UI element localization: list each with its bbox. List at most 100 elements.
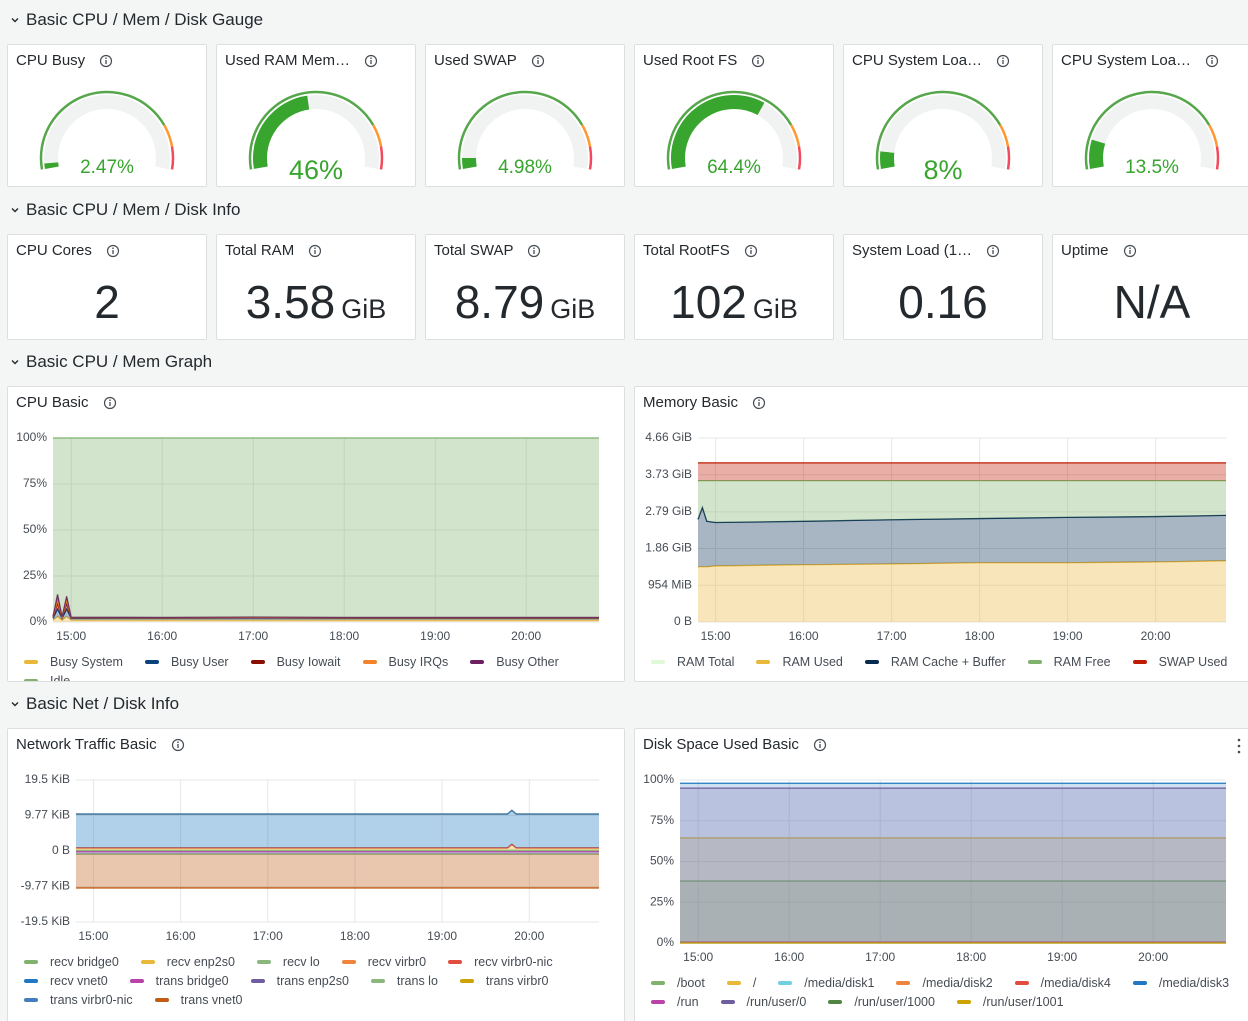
legend-item[interactable]: Busy System — [24, 655, 123, 669]
panel-title: System Load (1… — [852, 242, 1000, 259]
legend-item[interactable]: Idle — [24, 674, 70, 681]
time-series: 0% 25% 50% 75% 100% 15:00 16:00 17:00 18:00 19:00… — [16, 430, 599, 643]
series-line — [76, 843, 599, 849]
legend-label: recv lo — [282, 955, 320, 969]
row-header[interactable]: Basic CPU / Mem / Disk Info — [10, 200, 240, 220]
legend-item[interactable]: RAM Used — [756, 655, 843, 669]
panel-title: CPU System Loa… — [852, 52, 1010, 69]
legend-item[interactable]: /media/disk1 — [778, 976, 874, 990]
legend-swatch — [470, 660, 485, 664]
legend-label: RAM Used — [782, 655, 843, 669]
info-icon — [752, 396, 766, 409]
legend-item[interactable]: trans enp2s0 — [250, 974, 349, 988]
legend-swatch — [651, 660, 665, 664]
legend-item[interactable]: Busy Iowait — [250, 655, 341, 669]
y-tick-label: 0 B — [52, 843, 70, 857]
stat-number: 8.79 — [454, 276, 545, 328]
legend-item[interactable]: RAM Total — [651, 655, 734, 669]
legend-item[interactable]: recv lo — [256, 955, 320, 969]
legend-swatch — [1027, 660, 1042, 664]
time-series: 0 B 954 MiB 1.86 GiB 2.79 GiB 3.73 GiB 4.66 G… — [645, 430, 1227, 643]
legend-item[interactable]: SWAP Used — [1132, 655, 1227, 669]
panel-title-text: Network Traffic Basic — [16, 736, 157, 753]
chevron-path — [11, 18, 19, 23]
legend-item[interactable]: RAM Free — [1027, 655, 1111, 669]
legend-label: Busy IRQs — [388, 655, 449, 669]
legend-item[interactable]: trans bridge0 — [129, 974, 229, 988]
legend-item[interactable]: recv virbr0 — [341, 955, 427, 969]
gauge-threshold — [797, 146, 802, 170]
x-tick-label: 17:00 — [865, 950, 895, 964]
legend-label: recv bridge0 — [50, 955, 119, 969]
legend-item[interactable]: /run/user/1000 — [828, 995, 935, 1009]
panel-title: CPU Cores — [16, 242, 120, 259]
legend-item[interactable]: /run — [651, 995, 699, 1009]
legend-item[interactable]: recv enp2s0 — [140, 955, 235, 969]
gauge-threshold — [581, 124, 592, 147]
legend-item[interactable]: recv virbr0-nic — [448, 955, 553, 969]
row-header[interactable]: Basic Net / Disk Info — [10, 694, 179, 714]
legend-label: recv virbr0-nic — [474, 955, 553, 969]
legend-item[interactable]: /run/user/1001 — [956, 995, 1064, 1009]
legend-item[interactable]: /media/disk3 — [1132, 976, 1229, 990]
y-tick-label: 50% — [23, 522, 47, 536]
gauge-label: 4.98% — [498, 157, 552, 178]
legend-item[interactable]: trans virbr0 — [459, 974, 548, 988]
gauge-label: 64.4% — [707, 157, 761, 178]
legend-item[interactable]: /media/disk4 — [1014, 976, 1111, 990]
gauge-value — [1089, 139, 1106, 169]
legend-label: recv virbr0 — [367, 955, 427, 969]
legend-item[interactable]: Busy User — [144, 655, 229, 669]
legend-item[interactable]: recv vnet0 — [24, 974, 108, 988]
x-tick-label: 20:00 — [511, 629, 541, 643]
legend: Busy System Busy User Busy Iowait Busy IRQs… — [24, 655, 614, 681]
legend-swatch — [726, 981, 741, 985]
legend-item[interactable]: recv bridge0 — [24, 955, 119, 969]
panel-menu — [1237, 738, 1241, 754]
legend-item[interactable]: /media/disk2 — [896, 976, 993, 990]
panel-title: Network Traffic Basic — [16, 736, 185, 753]
gauge-threshold — [170, 146, 175, 170]
gauge-threshold — [790, 124, 801, 147]
legend-item[interactable]: RAM Cache + Buffer — [864, 655, 1006, 669]
info-dot — [757, 56, 760, 59]
legend-item[interactable]: /boot — [651, 976, 705, 990]
legend-swatch — [756, 660, 771, 664]
chart-panel: Memory Basic 0 B 954 MiB 1.86 GiB 2.79 GiB 3.… — [634, 386, 1248, 682]
row-header[interactable]: Basic CPU / Mem Graph — [10, 352, 212, 372]
info-icon — [528, 244, 541, 257]
y-tick-label: 2.79 GiB — [645, 504, 692, 518]
legend-label: /run/user/1000 — [854, 995, 935, 1009]
legend-item[interactable]: / — [726, 976, 756, 990]
gauge-track — [44, 95, 170, 169]
y-tick-label: 0% — [30, 614, 48, 628]
panel-title-text: System Load (1… — [852, 242, 973, 259]
panel-title-text: CPU Cores — [16, 242, 92, 259]
gauge-value — [671, 95, 765, 169]
stat-value: 0.16 — [844, 275, 1042, 333]
info-circle — [309, 244, 322, 257]
legend-label: /run/user/1001 — [982, 995, 1064, 1009]
info-icon — [364, 54, 378, 67]
legend-item[interactable]: Busy IRQs — [362, 655, 449, 669]
series-line — [698, 560, 1227, 568]
legend-item[interactable]: Busy Other — [470, 655, 559, 669]
row-header[interactable]: Basic CPU / Mem / Disk Gauge — [10, 10, 263, 30]
legend-item[interactable]: trans vnet0 — [154, 993, 243, 1007]
panel-title-text: CPU System Loa… — [1061, 52, 1192, 69]
legend-swatch — [956, 1000, 971, 1004]
gauge: 46% — [248, 90, 384, 185]
legend-item[interactable]: trans lo — [370, 974, 438, 988]
chevron-path — [11, 360, 19, 365]
gauge-label: 13.5% — [1125, 157, 1179, 178]
info-dot — [758, 398, 760, 401]
x-tick-label: 15:00 — [701, 629, 731, 643]
y-tick-label: 25% — [23, 568, 47, 582]
legend-swatch — [896, 981, 911, 985]
gauge: 2.47% — [39, 90, 175, 178]
legend-item[interactable]: trans virbr0-nic — [24, 993, 133, 1007]
info-dot — [819, 740, 821, 743]
gauge-threshold — [163, 124, 174, 147]
row-title: Basic Net / Disk Info — [26, 694, 180, 713]
legend-item[interactable]: /run/user/0 — [720, 995, 806, 1009]
